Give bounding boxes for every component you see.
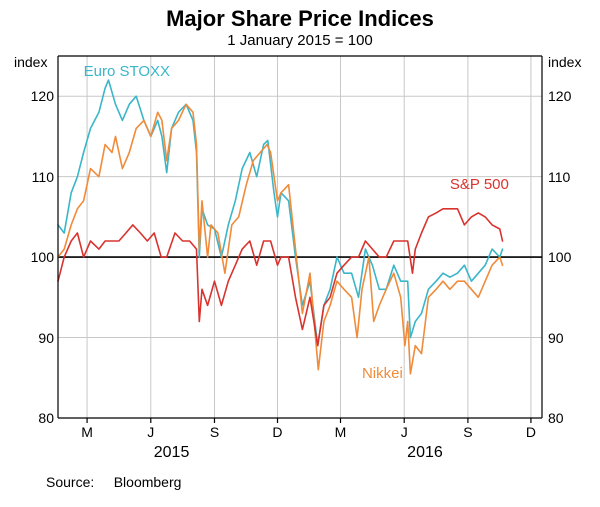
source-label: Source: — [46, 474, 94, 490]
y-tick-label: 80 — [548, 410, 596, 426]
series-label: S&P 500 — [450, 176, 509, 193]
y-tick-label: 120 — [548, 88, 596, 104]
y-tick-label: 90 — [548, 330, 596, 346]
y-tick-label: 110 — [548, 169, 596, 185]
y-tick-label: 110 — [6, 169, 54, 185]
y-tick-label: 90 — [6, 330, 54, 346]
x-tick-label: M — [335, 424, 347, 440]
x-tick-label: J — [401, 424, 408, 440]
x-tick-label: D — [272, 424, 282, 440]
y-tick-label: 100 — [548, 249, 596, 265]
x-year-label: 2016 — [407, 444, 443, 462]
x-tick-label: M — [81, 424, 93, 440]
x-tick-label: S — [463, 424, 472, 440]
y-tick-label: 80 — [6, 410, 54, 426]
source-line: Source: Bloomberg — [46, 474, 181, 490]
source-value: Bloomberg — [114, 474, 182, 490]
y-tick-label: 100 — [6, 249, 54, 265]
y-tick-label: 120 — [6, 88, 54, 104]
x-tick-label: J — [147, 424, 154, 440]
x-tick-label: S — [210, 424, 219, 440]
x-tick-label: D — [526, 424, 536, 440]
series-label: Euro STOXX — [84, 63, 170, 80]
chart-container: Major Share Price Indices 1 January 2015… — [0, 0, 600, 507]
series-label: Nikkei — [362, 365, 403, 382]
x-year-label: 2015 — [154, 444, 190, 462]
